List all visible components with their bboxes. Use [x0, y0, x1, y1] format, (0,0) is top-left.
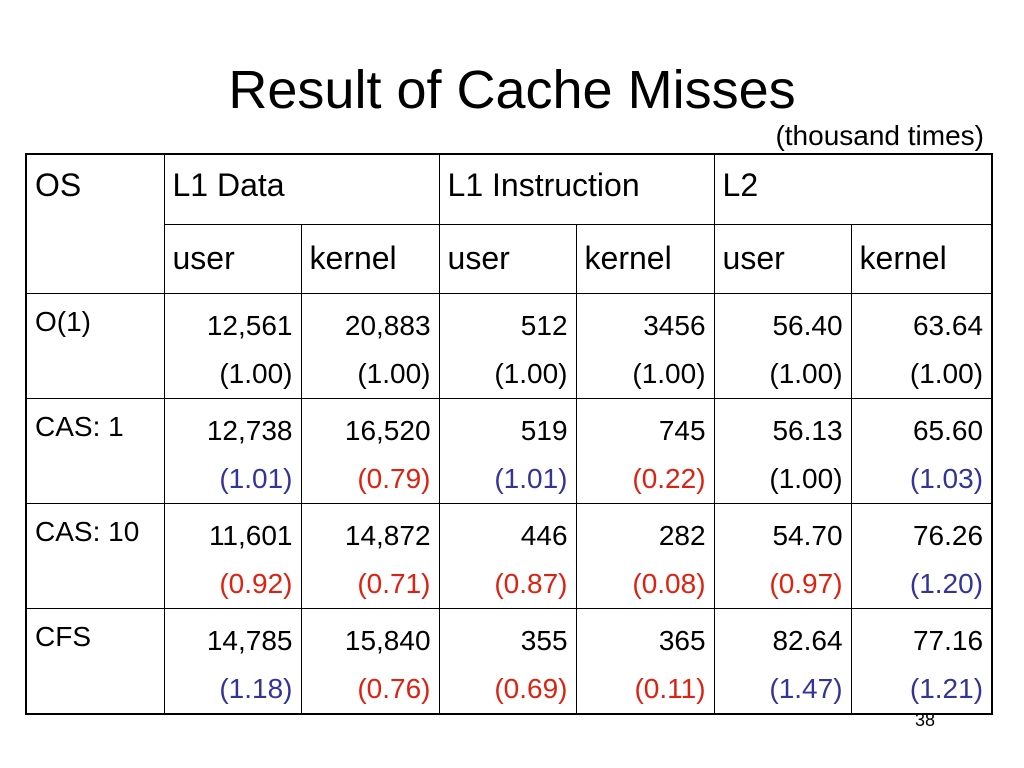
- os-name-cell: CAS: 1: [25, 397, 165, 504]
- cell-ratio: (0.11): [634, 672, 706, 704]
- cell-value: 65.60: [912, 414, 984, 446]
- cell-ratio: (1.00): [909, 357, 984, 389]
- cell-value: 12,738: [206, 414, 293, 446]
- cell-value: 365: [658, 624, 706, 656]
- cell-value: 20,883: [344, 309, 431, 341]
- os-name-cell: CAS: 10: [25, 502, 165, 609]
- os-name-cell: CFS: [25, 607, 165, 714]
- cell-value: 3456: [643, 309, 706, 341]
- column-header-l2-kernel: kernel: [850, 223, 993, 294]
- cell-ratio: (1.00): [769, 357, 843, 389]
- data-cell: 14,785 (1.18): [163, 607, 302, 714]
- cell-ratio: (0.79): [357, 462, 431, 494]
- cell-ratio: (0.69): [494, 672, 568, 704]
- os-name-cell: O(1): [25, 292, 165, 399]
- data-cell: 54.70 (0.97): [713, 502, 852, 609]
- column-header-os: OS: [25, 153, 165, 294]
- slide-title: Result of Cache Misses: [228, 60, 796, 120]
- data-cell: 63.64 (1.00): [850, 292, 993, 399]
- column-header-l1-instruction-kernel: kernel: [575, 223, 715, 294]
- page-number: 38: [914, 710, 935, 730]
- cell-ratio: (0.97): [769, 567, 843, 599]
- cell-value: 63.64: [912, 309, 984, 341]
- cell-value: 14,872: [344, 519, 431, 551]
- data-cell: 65.60 (1.03): [850, 397, 993, 504]
- column-group-l1-instruction: L1 Instruction: [438, 153, 715, 225]
- cell-ratio: (0.87): [494, 567, 568, 599]
- column-header-l2-user: user: [713, 223, 852, 294]
- data-cell: 15,840 (0.76): [300, 607, 440, 714]
- cell-ratio: (0.76): [357, 672, 431, 704]
- cell-value: 56.40: [772, 309, 843, 341]
- cell-ratio: (1.47): [769, 672, 843, 704]
- column-header-l1-data-user: user: [163, 223, 302, 294]
- column-group-l1-data: L1 Data: [163, 153, 440, 225]
- column-header-l1-instruction-user: user: [438, 223, 577, 294]
- cell-value: 446: [520, 519, 568, 551]
- cell-ratio: (1.00): [357, 357, 431, 389]
- cell-ratio: (1.00): [769, 462, 843, 494]
- cell-value: 745: [658, 414, 706, 446]
- cell-value: 76.26: [912, 519, 984, 551]
- data-cell: 745 (0.22): [575, 397, 715, 504]
- table-row: CAS: 1 12,738 (1.01) 16,520 (0.79) 519 (1.0…: [25, 397, 993, 504]
- data-cell: 82.64 (1.47): [713, 607, 852, 714]
- table-body: O(1) 12,561 (1.00) 20,883 (1.00) 512 (1.00)…: [25, 292, 993, 714]
- data-cell: 56.40 (1.00): [713, 292, 852, 399]
- data-cell: 77.16 (1.21): [850, 607, 993, 714]
- cell-ratio: (1.00): [219, 357, 293, 389]
- data-cell: 3456 (1.00): [575, 292, 715, 399]
- data-cell: 76.26 (1.20): [850, 502, 993, 609]
- data-cell: 12,738 (1.01): [163, 397, 302, 504]
- data-cell: 14,872 (0.71): [300, 502, 440, 609]
- cell-ratio: (1.03): [909, 462, 984, 494]
- cell-ratio: (1.00): [632, 357, 706, 389]
- cell-ratio: (0.08): [632, 567, 706, 599]
- cell-value: 355: [520, 624, 568, 656]
- column-group-l2: L2: [713, 153, 993, 225]
- data-cell: 365 (0.11): [575, 607, 715, 714]
- table-row: O(1) 12,561 (1.00) 20,883 (1.00) 512 (1.00)…: [25, 292, 993, 399]
- data-cell: 519 (1.01): [438, 397, 577, 504]
- cell-ratio: (0.71): [357, 567, 431, 599]
- data-cell: 355 (0.69): [438, 607, 577, 714]
- cell-ratio: (1.00): [494, 357, 568, 389]
- cell-ratio: (1.01): [219, 462, 293, 494]
- data-cell: 446 (0.87): [438, 502, 577, 609]
- cell-ratio: (1.20): [909, 567, 984, 599]
- cell-value: 512: [520, 309, 568, 341]
- cell-value: 12,561: [206, 309, 293, 341]
- data-cell: 11,601 (0.92): [163, 502, 302, 609]
- data-cell: 56.13 (1.00): [713, 397, 852, 504]
- cell-value: 56.13: [772, 414, 843, 446]
- cell-value: 16,520: [344, 414, 431, 446]
- data-cell: 12,561 (1.00): [163, 292, 302, 399]
- table-row: CAS: 10 11,601 (0.92) 14,872 (0.71) 446 (0.…: [25, 502, 993, 609]
- table-row: CFS 14,785 (1.18) 15,840 (0.76) 355 (0.69) …: [25, 607, 993, 714]
- data-cell: 16,520 (0.79): [300, 397, 440, 504]
- cell-ratio: (0.92): [219, 567, 293, 599]
- unit-note: (thousand times): [775, 120, 984, 151]
- data-cell: 512 (1.00): [438, 292, 577, 399]
- cell-ratio: (1.21): [909, 672, 984, 704]
- cell-value: 519: [520, 414, 568, 446]
- cell-value: 282: [658, 519, 706, 551]
- cell-ratio: (1.18): [219, 672, 293, 704]
- cell-value: 14,785: [206, 624, 293, 656]
- cell-ratio: (0.22): [632, 462, 706, 494]
- column-header-l1-data-kernel: kernel: [300, 223, 440, 294]
- data-cell: 20,883 (1.00): [300, 292, 440, 399]
- cell-value: 82.64: [772, 624, 843, 656]
- data-cell: 282 (0.08): [575, 502, 715, 609]
- cell-value: 11,601: [208, 519, 293, 551]
- cell-value: 54.70: [772, 519, 843, 551]
- cell-value: 15,840: [344, 624, 431, 656]
- cell-ratio: (1.01): [494, 462, 568, 494]
- cache-misses-table: OS L1 Data L1 Instruction L2 user kernel…: [25, 153, 994, 715]
- cell-value: 77.16: [912, 624, 984, 656]
